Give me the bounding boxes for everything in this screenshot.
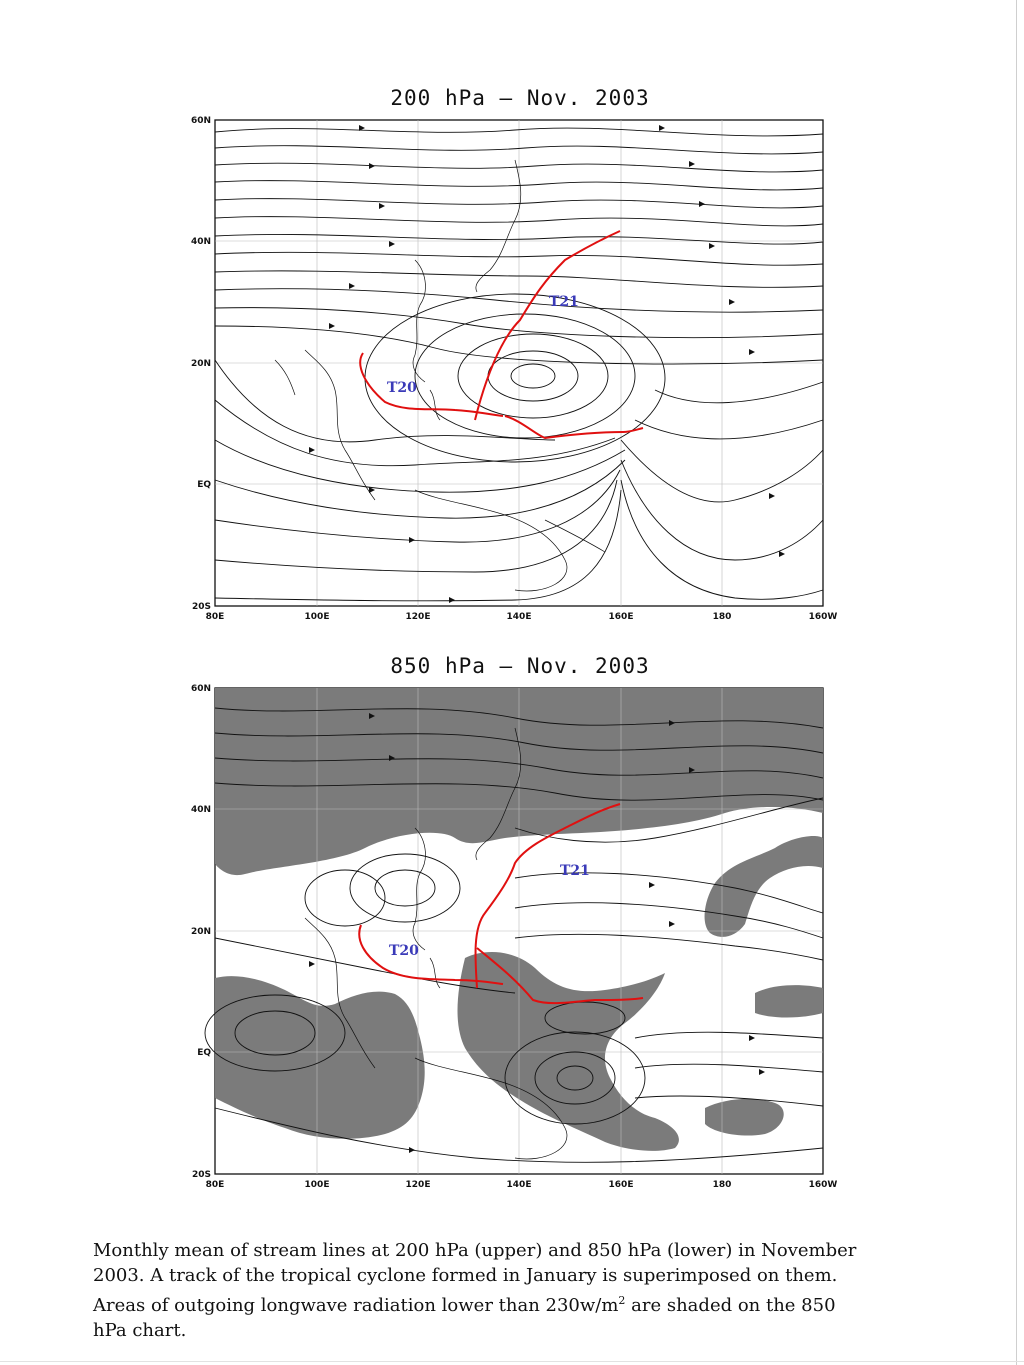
shade-sw-pacific (705, 1098, 784, 1136)
lower-lon-axis: 80E 100E 120E 140E 160E 180 160W (206, 1180, 838, 1190)
shade-central-tropics (457, 952, 679, 1151)
lower-lon-label: 180 (713, 1180, 732, 1190)
upper-lat-axis: 60N 40N 20N EQ 20S (191, 116, 211, 612)
caption-line: 2003. A track of the tropical cyclone fo… (93, 1265, 838, 1286)
lower-track-t20 (358, 924, 504, 985)
lower-lon-label: 140E (507, 1180, 532, 1190)
lower-lon-label: 160E (609, 1180, 634, 1190)
upper-lon-label: 120E (406, 612, 431, 622)
lower-storm-label-t20: T20 (389, 943, 419, 959)
page-edge-bottom (0, 1361, 1024, 1362)
upper-track-t21-south (504, 415, 644, 440)
lower-lat-label: 20N (191, 927, 211, 937)
upper-lat-label: EQ (197, 480, 211, 490)
upper-lon-axis: 80E 100E 120E 140E 160E 180 160W (206, 612, 838, 622)
lower-lat-axis: 60N 40N 20N EQ 20S (191, 684, 211, 1180)
lower-panel-title: 850 hPa – Nov. 2003 (390, 654, 650, 678)
lower-lon-label: 160W (809, 1180, 838, 1190)
lower-gridlines (215, 688, 823, 1174)
caption-line: Monthly mean of stream lines at 200 hPa … (93, 1240, 857, 1261)
lower-streamlines (204, 707, 824, 1163)
caption-text: Areas of outgoing longwave radiation low… (93, 1295, 619, 1316)
lower-storm-label-t21: T21 (560, 863, 590, 879)
caption-text: are shaded on the 850 (625, 1295, 836, 1316)
upper-lon-label: 140E (507, 612, 532, 622)
upper-lon-label: 160E (609, 612, 634, 622)
lower-lat-label: EQ (197, 1048, 211, 1058)
lower-lon-label: 100E (305, 1180, 330, 1190)
shade-ne-band (704, 836, 823, 937)
upper-lat-label: 20N (191, 359, 211, 369)
upper-lat-label: 60N (191, 116, 211, 126)
upper-map: T20 T21 60N 40N 20N EQ 20S 80E 100E 120E… (191, 116, 838, 622)
lower-map: T21 T20 60N 40N 20N EQ 20S 80E 100E 120E… (191, 684, 838, 1190)
upper-lat-label: 40N (191, 237, 211, 247)
lower-coastlines (304, 727, 568, 1160)
upper-gridlines (215, 120, 823, 606)
upper-lon-label: 180 (713, 612, 732, 622)
upper-coastlines (274, 159, 606, 592)
upper-storm-label-t21: T21 (549, 294, 579, 310)
figure-caption: Monthly mean of stream lines at 200 hPa … (93, 1238, 923, 1343)
page-edge (1016, 0, 1017, 1365)
lower-lat-label: 40N (191, 805, 211, 815)
upper-lat-label: 20S (192, 602, 211, 612)
caption-superscript: 2 (618, 1294, 626, 1307)
upper-streamlines (214, 127, 824, 602)
lower-cyclone-tracks (358, 803, 644, 1005)
shade-east-dateline (755, 985, 823, 1018)
lower-lat-label: 20S (192, 1170, 211, 1180)
lower-lon-label: 120E (406, 1180, 431, 1190)
upper-track-t20 (359, 352, 504, 417)
upper-storm-label-t20: T20 (387, 380, 417, 396)
caption-line: hPa chart. (93, 1320, 187, 1341)
upper-panel-title: 200 hPa – Nov. 2003 (390, 86, 650, 110)
caption-line: Areas of outgoing longwave radiation low… (93, 1288, 923, 1318)
shade-west-tropics (215, 976, 425, 1139)
lower-track-t21 (474, 803, 621, 989)
upper-cyclone-tracks (359, 230, 644, 440)
lower-lon-label: 80E (206, 1180, 225, 1190)
upper-lon-label: 160W (809, 612, 838, 622)
upper-lon-label: 100E (305, 612, 330, 622)
upper-lon-label: 80E (206, 612, 225, 622)
upper-stream-arrows (309, 125, 785, 603)
upper-track-t21 (474, 230, 621, 421)
lower-stream-arrows (309, 713, 765, 1153)
lower-lat-label: 60N (191, 684, 211, 694)
lower-track-t21-south (476, 947, 644, 1005)
